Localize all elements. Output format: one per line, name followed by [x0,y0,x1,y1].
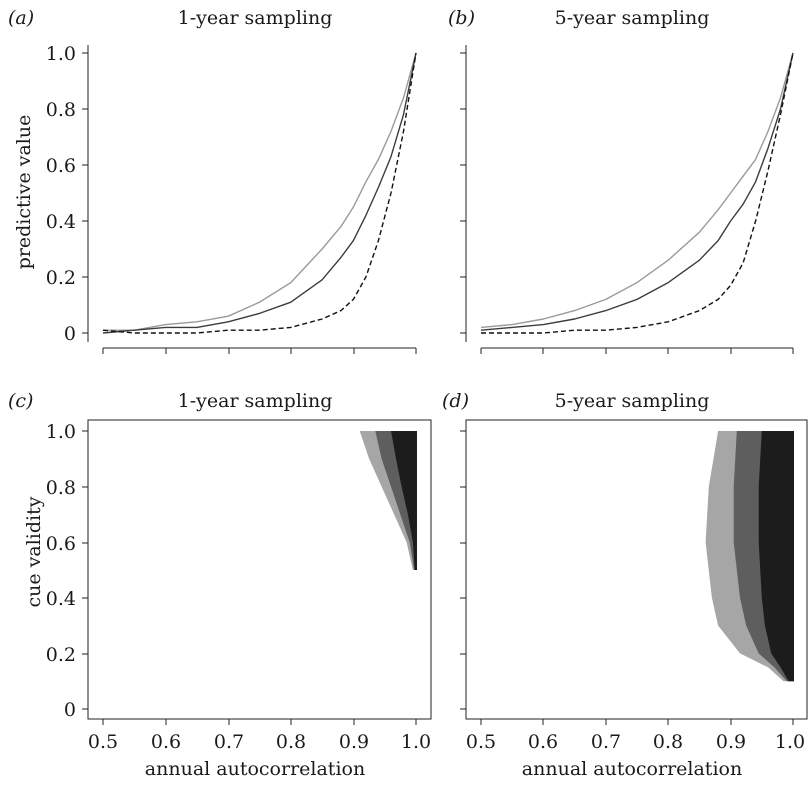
y-tick-label-a-3: 0.6 [46,155,76,177]
x-axis-label-d: annual autocorrelation [522,758,742,780]
y-tick-label-c-1: 0.2 [46,644,76,666]
y-tick-label-c-3: 0.6 [46,533,76,555]
y-axis-label-c: cue validity [23,496,45,607]
plot-area-b [480,52,794,334]
y-ticks-b [460,52,466,334]
y-ticks-d [460,430,466,710]
x-ticks-b [480,348,794,354]
plot-area-c [359,431,417,570]
y-ticks-a: 0 0.2 0.4 0.6 0.8 1.0 [46,43,88,345]
series-line-a-0 [103,52,417,331]
y-tick-label-c-2: 0.4 [46,588,76,610]
series-line-a-1 [102,52,417,334]
y-axis-label-a: predictive value [13,115,35,270]
y-tick-label-a-4: 0.8 [46,99,76,121]
heatmap-region-c-2 [391,431,417,570]
panel-label-b: (b) [448,7,475,29]
panel-d: (d) 5-year sampling 0.5 0.6 0.7 0.8 0.9 … [442,390,808,780]
x-tick-label-c-2: 0.7 [214,731,244,753]
y-tick-label-a-5: 1.0 [46,43,76,65]
x-tick-label-d-5: 1.0 [775,731,805,753]
x-tick-label-c-0: 0.5 [88,731,118,753]
plot-area-a [102,52,417,334]
panel-label-c: (c) [8,390,33,412]
y-tick-label-a-0: 0 [64,323,76,345]
x-ticks-a [102,348,417,354]
x-ticks-c: 0.5 0.6 0.7 0.8 0.9 1.0 [88,719,431,753]
x-tick-label-d-1: 0.6 [528,731,558,753]
x-tick-label-c-1: 0.6 [151,731,181,753]
panel-label-a: (a) [8,7,34,29]
panel-title-d: 5-year sampling [555,390,710,412]
panel-c: (c) 1-year sampling cue validity 0 0.2 0… [8,390,432,780]
x-ticks-d: 0.5 0.6 0.7 0.8 0.9 1.0 [466,719,805,753]
x-tick-label-d-4: 0.9 [716,731,746,753]
series-line-b-1 [480,52,794,331]
panel-title-c: 1-year sampling [178,390,333,412]
y-ticks-c: 0 0.2 0.4 0.6 0.8 1.0 [46,421,88,721]
x-tick-label-d-2: 0.7 [591,731,621,753]
x-tick-label-c-3: 0.8 [276,731,306,753]
series-line-b-0 [480,52,794,329]
y-tick-label-c-4: 0.8 [46,477,76,499]
plot-frame-d [465,419,808,720]
series-line-a-2 [102,52,417,334]
y-tick-label-a-1: 0.2 [46,267,76,289]
series-line-b-2 [481,52,794,334]
heatmap-region-d-2 [758,431,794,682]
panel-title-b: 5-year sampling [555,7,710,29]
panel-b: (b) 5-year sampling [448,7,794,354]
panel-a: (a) 1-year sampling predictive value 0 0… [8,7,417,354]
x-tick-label-d-0: 0.5 [466,731,496,753]
y-tick-label-c-5: 1.0 [46,421,76,443]
x-tick-label-c-5: 1.0 [401,731,431,753]
x-tick-label-c-4: 0.9 [339,731,369,753]
plot-area-d [705,431,794,682]
plot-frame-c [87,419,432,720]
panel-title-a: 1-year sampling [178,7,333,29]
y-tick-label-c-0: 0 [64,699,76,721]
x-axis-label-c: annual autocorrelation [145,758,365,780]
y-tick-label-a-2: 0.4 [46,211,76,233]
x-tick-label-d-3: 0.8 [653,731,683,753]
panel-label-d: (d) [442,390,469,412]
